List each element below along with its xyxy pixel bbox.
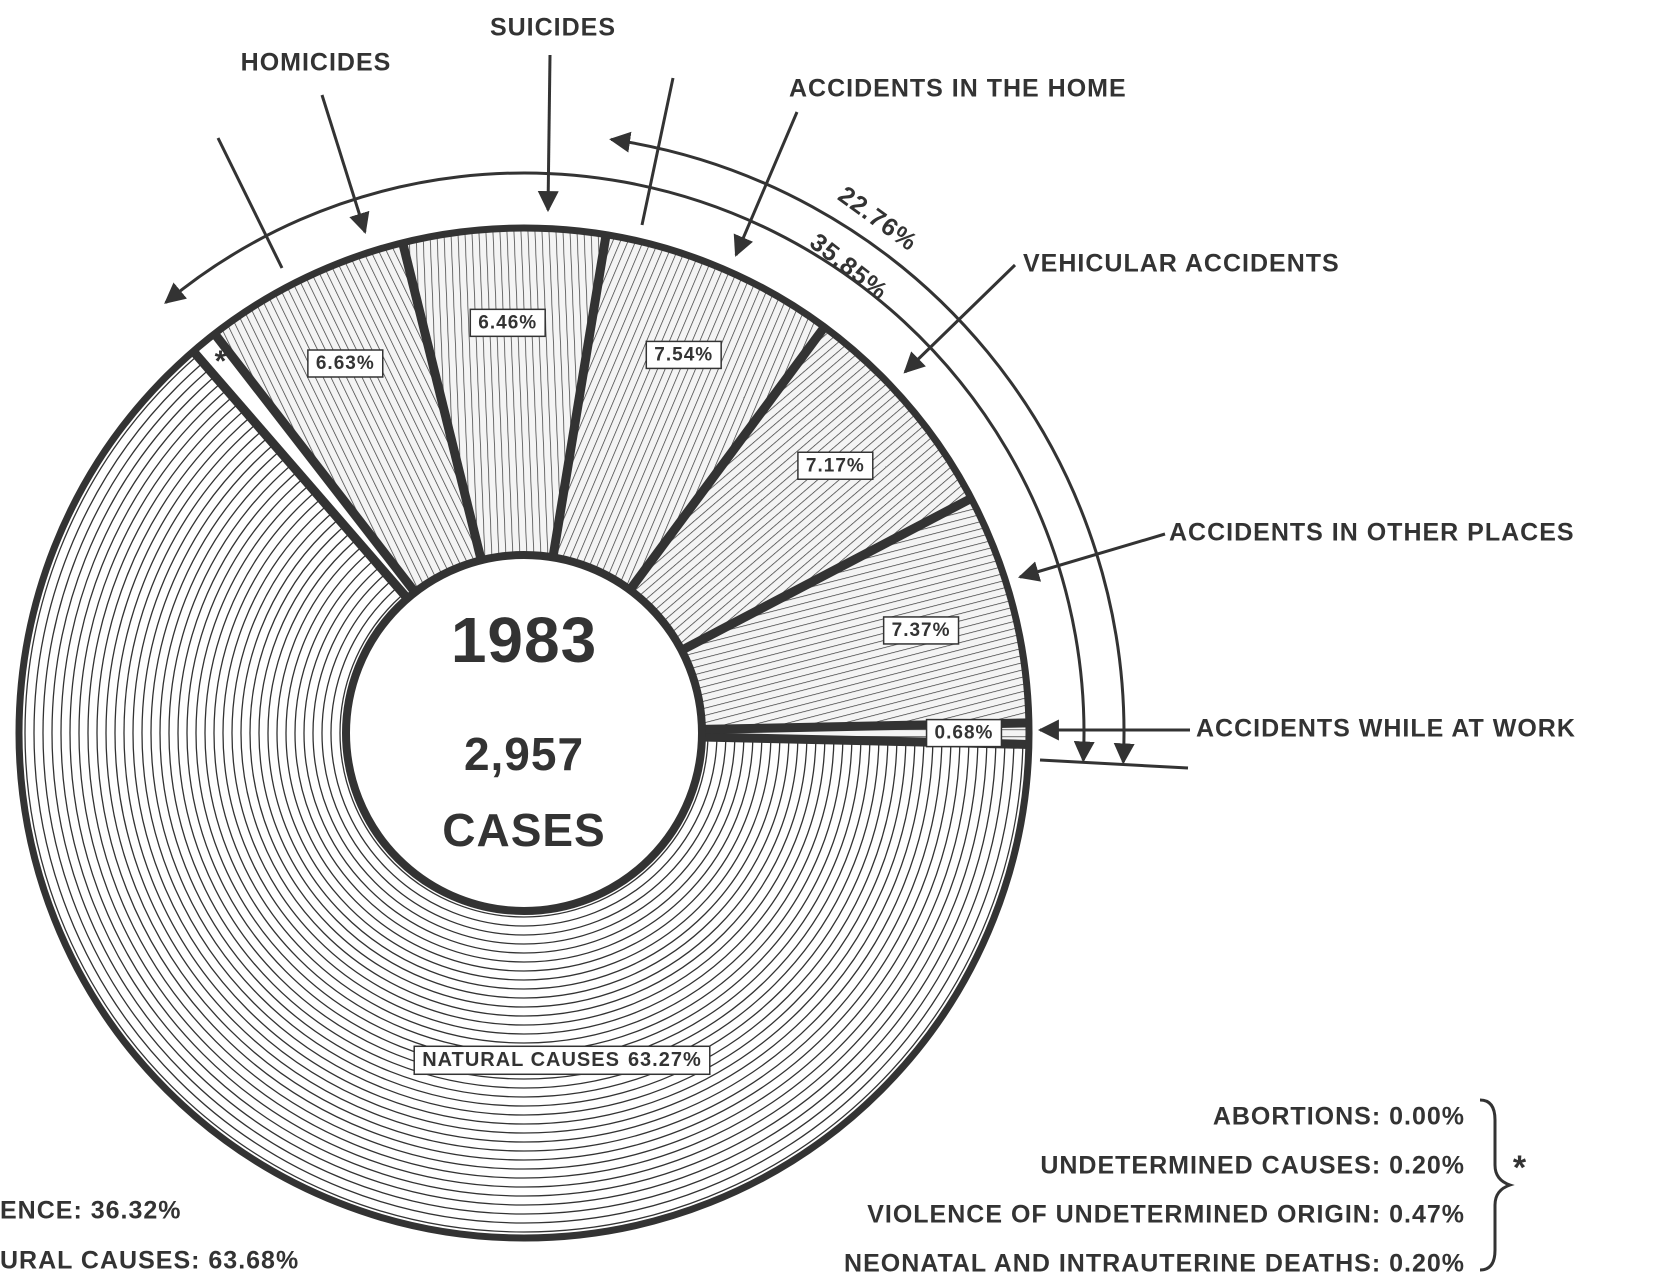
center-count: 2,957 [464, 728, 584, 780]
category-label: HOMICIDES [241, 49, 392, 77]
category-label: ACCIDENTS IN OTHER PLACES [1169, 519, 1575, 547]
annotation-arc [164, 171, 1095, 763]
annotation: 35.85% [804, 228, 893, 306]
category-label: ACCIDENTS IN THE HOME [789, 75, 1127, 103]
natural-label: NATURAL CAUSES 63.27% [422, 1049, 702, 1071]
category-label: NATURAL CAUSES [422, 1049, 620, 1071]
value-label: 63.27% [628, 1049, 702, 1071]
category-label: ACCIDENTS WHILE AT WORK [1196, 715, 1576, 743]
value-label: 7.17% [806, 455, 865, 476]
footnote: ABORTIONS: 0.00% [1213, 1103, 1465, 1131]
footnote: NEONATAL AND INTRAUTERINE DEATHS: 0.20% [844, 1250, 1465, 1278]
value-label: 6.63% [316, 353, 375, 374]
total: URAL CAUSES: 63.68% [0, 1247, 299, 1275]
center-unit: CASES [442, 804, 605, 856]
footnote: UNDETERMINED CAUSES: 0.20% [1040, 1152, 1465, 1180]
value-label: 7.37% [892, 620, 951, 641]
center-title: 1983 [451, 604, 597, 676]
total: ENCE: 36.32% [0, 1197, 182, 1225]
value-label: 7.54% [654, 344, 713, 365]
label-box [413, 1045, 711, 1076]
value-label: 6.46% [478, 312, 537, 333]
value-label: * [215, 345, 228, 378]
category-label: SUICIDES [490, 14, 616, 42]
annotation: 22.76% [833, 181, 923, 257]
footnote: VIOLENCE OF UNDETERMINED ORIGIN: 0.47% [867, 1201, 1465, 1229]
pointer [320, 94, 370, 235]
pointer [903, 263, 1017, 374]
pointer [216, 137, 284, 269]
value-label: 0.68% [935, 723, 994, 744]
category-label: VEHICULAR ACCIDENTS [1023, 250, 1340, 278]
footnote-marker: * [1513, 1149, 1527, 1187]
brace [1479, 1098, 1515, 1272]
pointer [1039, 758, 1189, 770]
pointer [537, 54, 559, 213]
